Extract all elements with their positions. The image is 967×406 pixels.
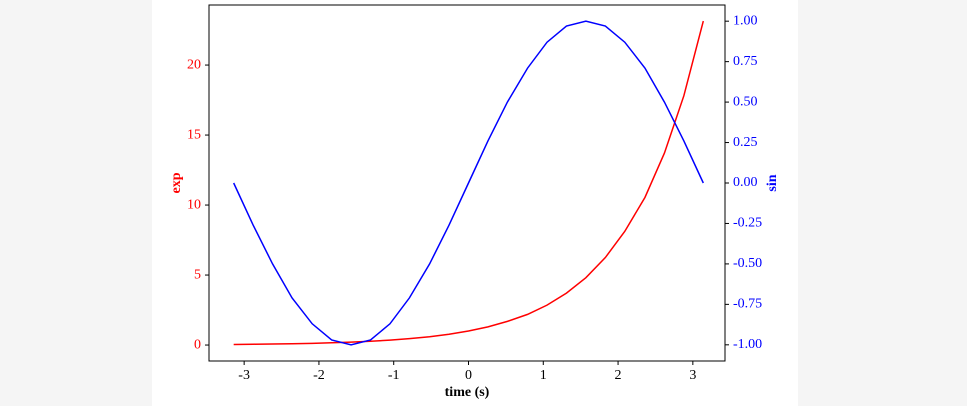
y-tick-label: 15 — [187, 127, 201, 142]
y2-tick-label: -0.75 — [733, 297, 762, 312]
y2-tick-label: 0.00 — [733, 175, 758, 190]
line-exp — [233, 20, 705, 346]
y-axis-label: exp — [169, 172, 184, 193]
x-tick-label: 3 — [689, 368, 696, 383]
x-axis-label: time (s) — [445, 385, 490, 400]
figure-background — [152, 0, 798, 406]
y2-axis-label: sin — [765, 174, 780, 191]
x-tick-label: 2 — [615, 368, 622, 383]
y2-tick-label: 1.00 — [733, 13, 758, 28]
x-tick-label: -1 — [388, 368, 400, 383]
y-tick-label: 5 — [194, 267, 201, 282]
y2-tick-label: 0.50 — [733, 94, 758, 109]
y2-tick-label: -1.00 — [733, 337, 762, 352]
y2-tick-label: 0.25 — [733, 135, 758, 150]
y-tick-label: 20 — [187, 57, 201, 72]
y2-tick-label: 0.75 — [733, 54, 758, 69]
y2-tick-label: -0.25 — [733, 216, 762, 231]
x-tick-label: -2 — [313, 368, 325, 383]
y2-tick-label: -0.50 — [733, 256, 762, 271]
x-tick-label: -3 — [238, 368, 250, 383]
x-tick-label: 0 — [465, 368, 472, 383]
line-sin — [232, 20, 704, 346]
x-tick-label: 1 — [540, 368, 547, 383]
y-tick-label: 10 — [187, 197, 201, 212]
y-tick-label: 0 — [194, 337, 201, 352]
